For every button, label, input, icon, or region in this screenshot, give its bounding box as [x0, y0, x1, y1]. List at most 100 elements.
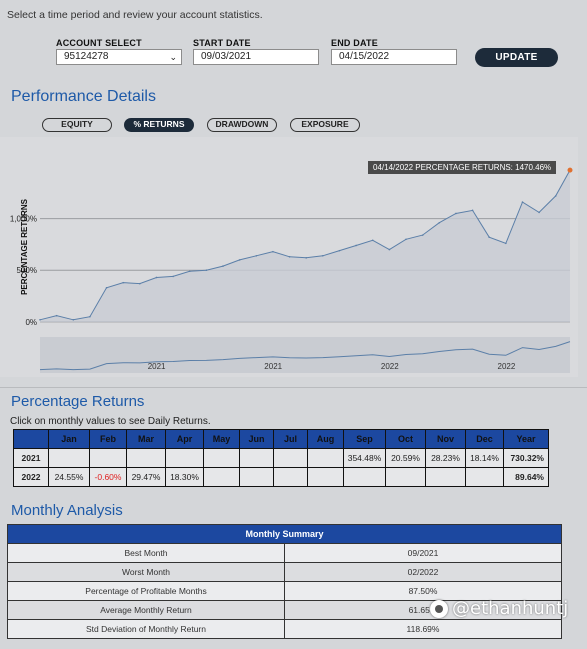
tab-equity[interactable]: EQUITY [42, 118, 112, 132]
returns-column-header: Oct [385, 429, 426, 449]
monthly-summary-header: Monthly Summary [7, 524, 562, 544]
data-point [55, 314, 58, 317]
data-point [105, 286, 108, 289]
account-select-value: 95124278 [64, 51, 109, 62]
end-date-input[interactable]: 04/15/2022 [331, 49, 457, 65]
tab-drawdown[interactable]: DRAWDOWN [207, 118, 277, 132]
summary-label: Std Deviation of Monthly Return [7, 619, 285, 639]
tab-percent-returns[interactable]: % RETURNS [124, 118, 194, 132]
update-button[interactable]: UPDATE [475, 48, 558, 67]
summary-value: 118.69% [284, 619, 562, 639]
account-select[interactable]: 95124278 ⌄ [56, 49, 182, 65]
summary-value: 87.50% [284, 581, 562, 601]
data-point [255, 254, 258, 257]
data-point [188, 270, 191, 273]
summary-value: 61.65% [284, 600, 562, 620]
data-point [272, 250, 274, 253]
monthly-summary-table: Monthly Summary Best Month 09/2021 Worst M… [7, 524, 562, 639]
data-point [338, 249, 341, 252]
data-point [505, 242, 507, 245]
y-axis-label: PERCENTAGE RETURNS [20, 198, 29, 295]
x-tick-label: 2022 [498, 362, 516, 371]
data-point [455, 212, 457, 215]
percentage-returns-title: Percentage Returns [11, 393, 145, 410]
data-point [155, 276, 158, 279]
monthly-analysis-title: Monthly Analysis [11, 502, 123, 519]
returns-month-cell [203, 467, 240, 487]
x-tick-label: 2022 [381, 362, 399, 371]
data-point [405, 238, 407, 241]
returns-month-cell [307, 467, 344, 487]
returns-month-cell[interactable]: 29.47% [126, 467, 166, 487]
returns-column-header: Mar [126, 429, 166, 449]
returns-column-header: Nov [425, 429, 466, 449]
data-point [305, 257, 307, 259]
returns-month-cell [273, 467, 308, 487]
data-point [139, 282, 141, 285]
returns-month-cell [239, 467, 274, 487]
camera-icon [430, 600, 448, 618]
start-date-label: START DATE [193, 38, 251, 48]
returns-column-header: Feb [89, 429, 127, 449]
watermark: @ethanhuntj [430, 598, 568, 619]
returns-month-cell [165, 448, 204, 468]
returns-month-cell [425, 467, 466, 487]
returns-column-header: Dec [465, 429, 504, 449]
returns-column-header: Sep [343, 429, 386, 449]
x-tick-label: 2021 [148, 362, 166, 371]
performance-title: Performance Details [11, 88, 156, 105]
returns-year-total: 89.64% [503, 467, 549, 487]
end-date-value: 04/15/2022 [339, 51, 390, 62]
returns-month-cell [239, 448, 274, 468]
returns-month-cell [273, 448, 308, 468]
data-point [471, 209, 474, 212]
returns-chart-panel: 0% 500% 1,000% PERCENTAGE RETURNS 2021 2021 20… [0, 137, 578, 377]
returns-month-cell[interactable]: 20.59% [385, 448, 426, 468]
returns-column-header: Aug [307, 429, 344, 449]
returns-month-cell [89, 448, 127, 468]
returns-year-cell: 2021 [13, 448, 49, 468]
returns-month-cell[interactable]: 24.55% [48, 467, 90, 487]
returns-month-cell[interactable]: -0.60% [89, 467, 127, 487]
returns-month-cell[interactable]: 18.30% [165, 467, 204, 487]
data-point [421, 234, 424, 236]
account-select-label: ACCOUNT SELECT [56, 38, 142, 48]
returns-month-cell[interactable]: 18.14% [465, 448, 504, 468]
summary-row: Percentage of Profitable Months 87.50% [7, 581, 562, 601]
returns-month-cell[interactable]: 28.23% [425, 448, 466, 468]
navigator-bg [40, 337, 570, 373]
x-tick-label: 2021 [264, 362, 282, 371]
returns-month-cell [465, 467, 504, 487]
data-point [72, 318, 75, 321]
summary-label: Worst Month [7, 562, 285, 582]
returns-month-cell[interactable]: 354.48% [343, 448, 386, 468]
tab-exposure[interactable]: EXPOSURE [290, 118, 360, 132]
data-point [39, 318, 41, 321]
summary-row: Worst Month 02/2022 [7, 562, 562, 582]
chevron-down-icon: ⌄ [169, 52, 177, 62]
returns-column-header: Jul [273, 429, 308, 449]
returns-column-header: Year [503, 429, 549, 449]
data-point [288, 256, 291, 258]
data-point [89, 315, 91, 318]
start-date-value: 09/03/2021 [201, 51, 252, 62]
returns-column-header [13, 429, 49, 449]
returns-column-header: Jun [239, 429, 274, 449]
summary-label: Best Month [7, 543, 285, 563]
end-date-label: END DATE [331, 38, 378, 48]
start-date-input[interactable]: 09/03/2021 [193, 49, 319, 65]
data-point [488, 236, 490, 238]
y-tick-label: 1,000% [10, 215, 37, 224]
instructions-text: Select a time period and review your acc… [7, 9, 263, 21]
y-tick-label: 0% [25, 318, 37, 327]
returns-column-header: May [203, 429, 240, 449]
summary-label: Percentage of Profitable Months [7, 581, 285, 601]
returns-year-total: 730.32% [503, 448, 549, 468]
returns-column-header: Apr [165, 429, 204, 449]
highlight-marker [567, 167, 573, 173]
data-point [538, 211, 540, 214]
returns-chart[interactable]: 0% 500% 1,000%PERCENTAGE RETURNS 2021 2021 20… [0, 137, 578, 377]
summary-row: Std Deviation of Monthly Return 118.69% [7, 619, 562, 639]
returns-month-cell [203, 448, 240, 468]
percentage-returns-subtitle: Click on monthly values to see Daily Ret… [10, 416, 211, 427]
